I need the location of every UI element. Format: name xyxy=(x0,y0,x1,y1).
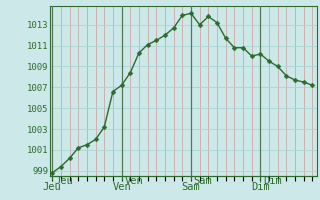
Text: Jeu: Jeu xyxy=(55,176,74,186)
Text: Dim: Dim xyxy=(263,176,282,186)
Text: Ven: Ven xyxy=(124,176,143,186)
Text: Sam: Sam xyxy=(194,176,212,186)
